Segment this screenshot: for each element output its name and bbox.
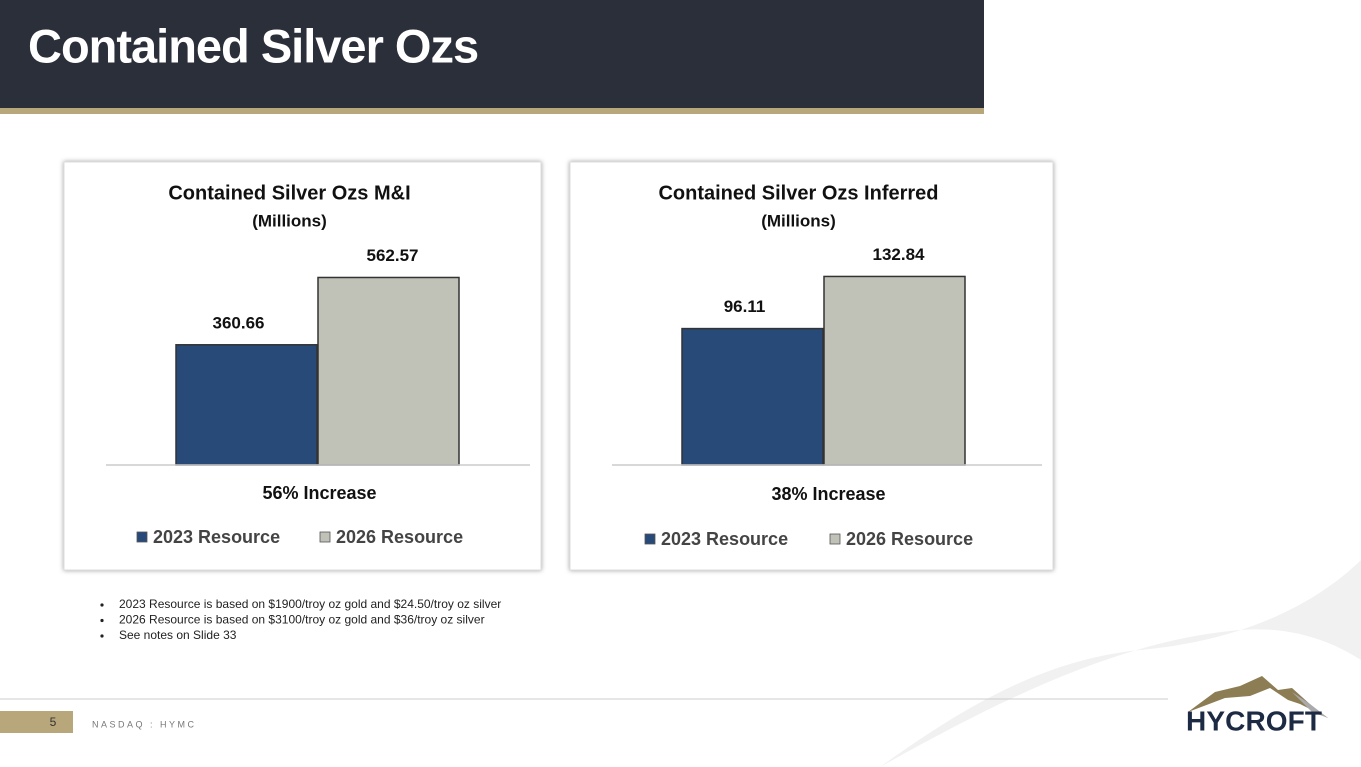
- page-number: 5: [50, 715, 57, 729]
- chart-title: Contained Silver Ozs M&I: [168, 182, 410, 204]
- legend-swatch: [136, 531, 148, 543]
- annotation: 56% Increase: [262, 483, 376, 503]
- logo-peak: [1292, 692, 1328, 718]
- ticker: NASDAQ : HYMC: [92, 719, 197, 729]
- legend-label: 2023 Resource: [661, 529, 788, 549]
- logo-text: HYCROFT: [1186, 705, 1322, 736]
- legend-swatch: [829, 533, 841, 545]
- bullet: [100, 603, 104, 607]
- header-rule: [0, 108, 984, 114]
- note: See notes on Slide 33: [119, 628, 237, 642]
- data-label: 96.11: [724, 297, 766, 316]
- chart-title: Contained Silver Ozs Inferred: [658, 182, 938, 204]
- slide-title: Contained Silver Ozs: [28, 19, 478, 72]
- legend-label: 2026 Resource: [846, 529, 973, 549]
- notes: 2023 Resource is based on $1900/troy oz …: [100, 597, 501, 642]
- bar: [681, 327, 824, 466]
- legend-swatch: [319, 531, 331, 543]
- bar: [175, 344, 318, 466]
- data-label: 360.66: [213, 313, 265, 332]
- chart: Contained Silver Ozs Inferred (Millions) 9…: [569, 161, 1054, 571]
- bullet: [100, 634, 104, 638]
- chart-subtitle: (Millions): [761, 211, 836, 230]
- legend-swatch: [644, 533, 656, 545]
- data-label: 562.57: [367, 246, 419, 265]
- bullet: [100, 618, 104, 623]
- logo-mountain: [1188, 676, 1328, 718]
- chart: Contained Silver Ozs M&I (Millions) 360.66…: [63, 161, 542, 571]
- note: 2026 Resource is based on $3100/troy oz …: [119, 613, 485, 627]
- legend-label: 2026 Resource: [336, 527, 463, 547]
- page-box: [0, 711, 73, 733]
- header-band: [0, 0, 984, 108]
- legend-label: 2023 Resource: [153, 527, 280, 547]
- chart-subtitle: (Millions): [252, 211, 327, 230]
- bar: [317, 276, 460, 466]
- bar: [823, 275, 966, 466]
- annotation: 38% Increase: [771, 484, 885, 504]
- note: 2023 Resource is based on $1900/troy oz …: [119, 597, 501, 611]
- data-label: 132.84: [873, 245, 926, 264]
